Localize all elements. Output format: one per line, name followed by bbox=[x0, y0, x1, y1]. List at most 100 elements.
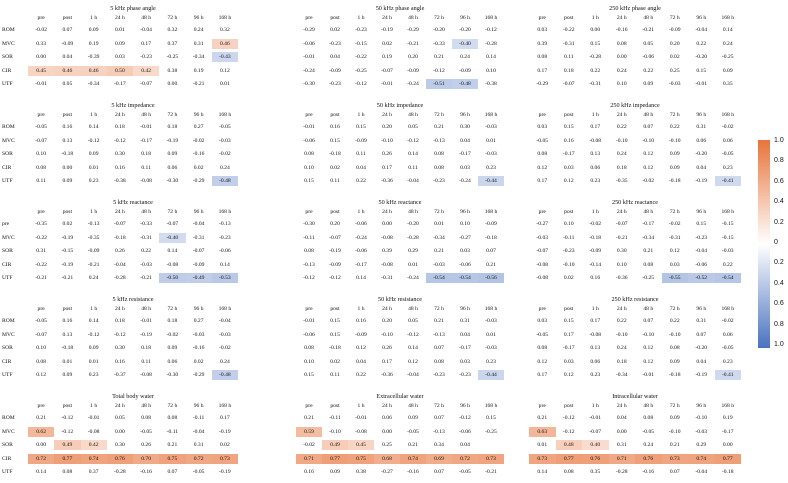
heatmap-cell: 0.21 bbox=[36, 415, 47, 421]
heatmap-cell: 0.13 bbox=[62, 331, 73, 338]
column-header: pre bbox=[538, 403, 546, 409]
row-label: MVC bbox=[2, 40, 15, 47]
heatmap-cell: 0.30 bbox=[460, 124, 470, 130]
heatmap-cell: 0.01 bbox=[88, 358, 99, 365]
heatmap-cell: -0.25 bbox=[721, 54, 734, 60]
row-label: CIR bbox=[2, 261, 12, 268]
column-header: 96 h bbox=[193, 306, 204, 312]
heatmap-cell: 0.09 bbox=[167, 345, 178, 351]
heatmap-cell: -0.20 bbox=[459, 27, 471, 33]
heatmap-panel: 5 kHz phase angle pre post 1 h 24 h 48 h 72 h 9… bbox=[2, 4, 238, 94]
heatmap-cell: -0.10 bbox=[695, 415, 708, 421]
heatmap-cell: -0.34 bbox=[192, 54, 205, 60]
heatmap-cell: 0.01 bbox=[62, 358, 73, 365]
heatmap-cell: 0.37 bbox=[167, 40, 178, 47]
column-header: post bbox=[330, 403, 340, 409]
heatmap-cell: 0.07 bbox=[62, 27, 73, 33]
heatmap-cell: -0.53 bbox=[211, 273, 238, 283]
heatmap-cell: 0.17 bbox=[590, 318, 601, 324]
column-header: 1 h bbox=[357, 209, 365, 215]
heatmap-cell: -0.31 bbox=[562, 40, 575, 47]
heatmap-cell: -0.37 bbox=[114, 372, 126, 378]
heatmap-row: 0.15 0.11 0.22 -0.36 -0.04 -0.23 -0.24 -0.44 bbox=[278, 176, 504, 186]
heatmap-cell: -0.22 bbox=[35, 261, 47, 268]
column-header-row: pre post 1 h 24 h 48 h 72 h 96 h 168 h bbox=[10, 402, 238, 411]
heatmap-cell: -0.05 bbox=[35, 124, 47, 130]
heatmap-cell: 0.10 bbox=[616, 81, 627, 87]
heatmap-cell: -0.04 bbox=[695, 248, 708, 254]
heatmap-row: 0.14 0.08 0.35 -0.28 -0.16 0.07 -0.04 -0.18 bbox=[511, 467, 741, 477]
heatmap-cell: 0.49 bbox=[54, 440, 81, 450]
column-header: 48 h bbox=[408, 15, 418, 21]
heatmap-row: 0.08 -0.19 -0.06 0.39 0.29 0.21 0.03 0.07 bbox=[278, 246, 504, 256]
column-header: 24 h bbox=[382, 15, 392, 21]
heatmap-cell: 0.03 bbox=[537, 318, 548, 324]
heatmap-row: ROM 0.21 -0.12 -0.01 0.05 0.08 0.08 -0.11 0.17 bbox=[2, 413, 238, 423]
heatmap-cell: 0.50 bbox=[106, 65, 133, 76]
heatmap-cell: -0.01 bbox=[642, 372, 655, 378]
heatmap-cell: 0.02 bbox=[330, 164, 340, 171]
heatmap-cell: -0.52 bbox=[688, 273, 715, 283]
heatmap-cell: -0.04 bbox=[219, 318, 231, 324]
heatmap-cell: 0.12 bbox=[356, 345, 366, 351]
heatmap-cell: -0.10 bbox=[615, 331, 628, 338]
heatmap-cell: -0.07 bbox=[35, 137, 47, 144]
colorbar-tick-label: 0.6 bbox=[774, 177, 784, 185]
heatmap-cell: 0.07 bbox=[696, 331, 707, 338]
column-header: 1 h bbox=[591, 15, 599, 21]
heatmap-cell: -0.07 bbox=[615, 221, 628, 227]
heatmap-cell: 0.00 bbox=[382, 221, 392, 227]
heatmap-row: 0.03 0.15 0.17 0.22 0.07 0.22 0.31 -0.02 bbox=[511, 316, 741, 326]
column-header-row: pre post 1 h 24 h 48 h 72 h 96 h 168 h bbox=[511, 305, 741, 314]
colorbar-tick-label: 1.0 bbox=[774, 341, 784, 348]
heatmap-row: 0.15 0.11 0.22 -0.36 -0.04 -0.23 -0.23 -0.44 bbox=[278, 370, 504, 380]
heatmap-cell: 0.12 bbox=[643, 151, 654, 157]
heatmap-cell: -0.10 bbox=[668, 331, 681, 338]
heatmap-cell: -0.02 bbox=[166, 331, 179, 338]
heatmap-cell: -0.11 bbox=[192, 415, 205, 421]
row-label: UTF bbox=[2, 178, 13, 184]
heatmap-row: -0.07 -0.23 -0.09 0.30 0.21 0.12 -0.04 -0.03 bbox=[511, 246, 741, 256]
column-header: 72 h bbox=[434, 306, 444, 312]
row-label: SOR bbox=[2, 345, 13, 351]
heatmap-row: -0.30 0.20 -0.06 0.00 -0.20 0.01 0.10 -0.09 bbox=[278, 219, 504, 229]
heatmap-cell: -0.19 bbox=[329, 248, 341, 254]
panel-title: 5 kHz impedance bbox=[111, 102, 155, 109]
heatmap-cell: 0.21 bbox=[434, 318, 444, 324]
column-header: post bbox=[62, 306, 73, 312]
heatmap-cell: -0.01 bbox=[35, 81, 47, 87]
heatmap-cell: 0.02 bbox=[219, 442, 230, 448]
heatmap-cell: -0.23 bbox=[459, 372, 471, 378]
heatmap-cell: -0.10 bbox=[381, 137, 393, 144]
column-header: 24 h bbox=[114, 209, 125, 215]
heatmap-cell: 0.07 bbox=[434, 415, 444, 421]
heatmap-cell: 0.09 bbox=[330, 469, 340, 475]
column-header: 1 h bbox=[357, 306, 365, 312]
heatmap-row: 0.39 -0.31 0.15 0.08 0.05 0.20 0.22 0.24 bbox=[511, 39, 741, 49]
heatmap-cell: -0.17 bbox=[562, 151, 575, 157]
heatmap-cell: 0.18 bbox=[114, 318, 125, 324]
heatmap-cell: 0.23 bbox=[722, 164, 733, 171]
heatmap-cell: 0.06 bbox=[722, 331, 733, 338]
heatmap-cell: -0.09 bbox=[589, 248, 602, 254]
heatmap-cell: 0.21 bbox=[434, 54, 444, 60]
heatmap-cell: 0.12 bbox=[219, 67, 230, 74]
heatmap-panel: 250 kHz resistance pre post 1 h 24 h 48 h 72 h… bbox=[511, 295, 741, 385]
heatmap-cell: -0.23 bbox=[562, 248, 575, 254]
heatmap-cell: 0.00 bbox=[167, 81, 178, 87]
heatmap-cell: 0.05 bbox=[114, 415, 125, 421]
heatmap-cell: 0.09 bbox=[167, 151, 178, 157]
heatmap-panel: 250 kHz reactance pre post 1 h 24 h 48 h 72 h 9… bbox=[511, 198, 741, 288]
heatmap-cell: 0.20 bbox=[669, 40, 680, 47]
column-header: post bbox=[330, 209, 340, 215]
heatmap-cell: 0.01 bbox=[486, 137, 496, 144]
heatmap-cell: 0.20 bbox=[408, 54, 418, 60]
heatmap-cell: 0.19 bbox=[722, 415, 733, 421]
heatmap-cell: 0.09 bbox=[669, 415, 680, 421]
heatmap-cell: 0.22 bbox=[643, 67, 654, 74]
heatmap-cell: 0.16 bbox=[114, 164, 125, 171]
column-header: 48 h bbox=[643, 15, 654, 21]
heatmap-cell: 0.12 bbox=[36, 372, 47, 378]
heatmap-cell: 0.03 bbox=[460, 248, 470, 254]
heatmap-cell: 0.09 bbox=[114, 40, 125, 47]
